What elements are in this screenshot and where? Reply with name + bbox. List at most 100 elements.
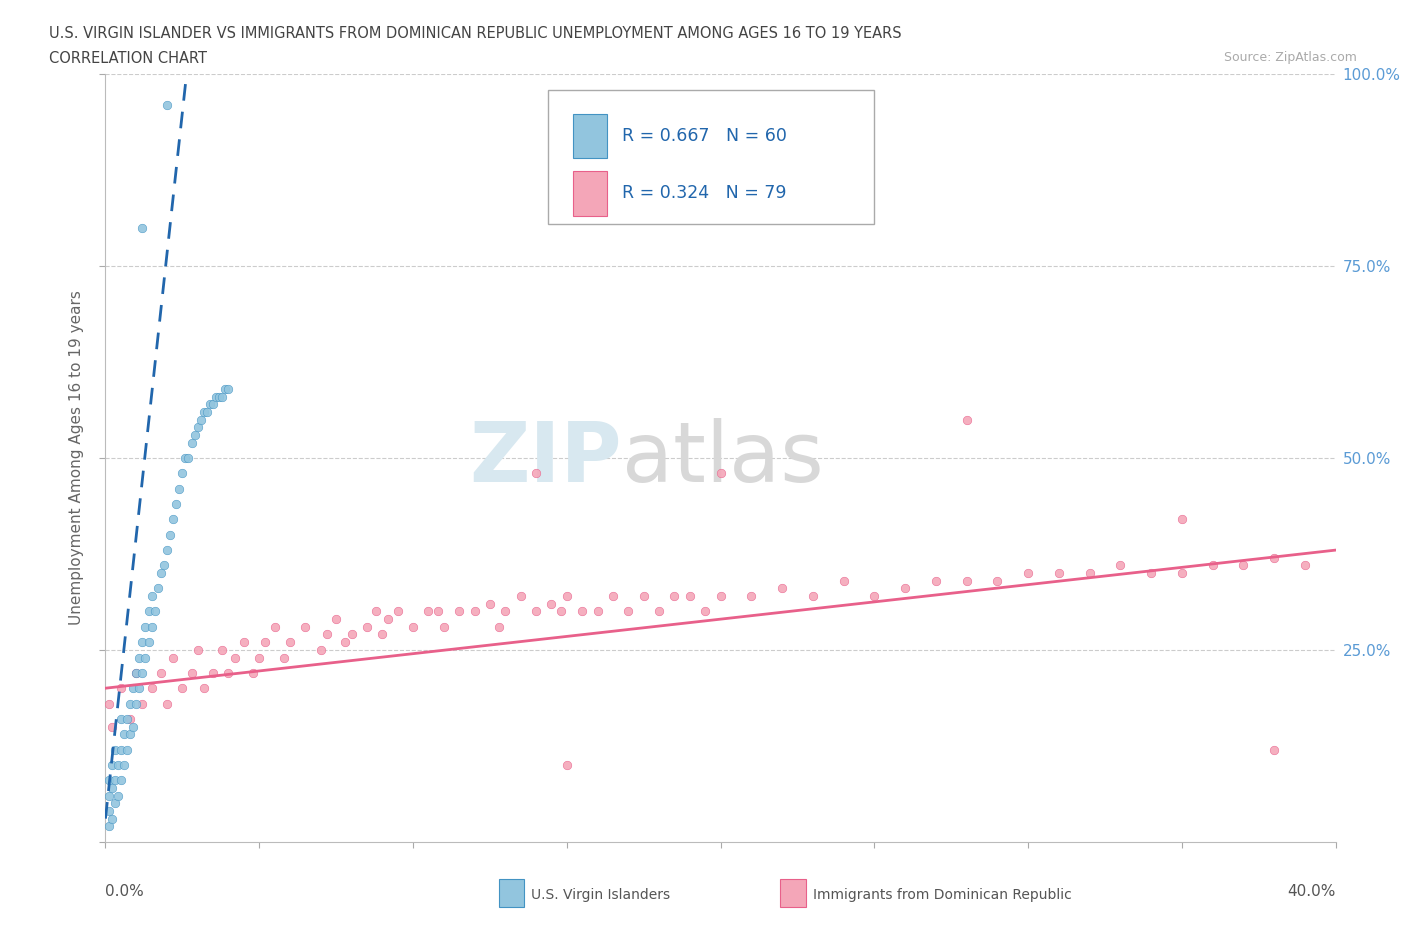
Point [664,589,686,604]
Point [141,681,163,696]
Point [193,681,215,696]
FancyBboxPatch shape [548,90,875,224]
Point [198,397,221,412]
Point [1171,565,1194,580]
Point [524,466,547,481]
Point [100,757,122,772]
Bar [574,171,607,216]
Text: U.S. Virgin Islanders: U.S. Virgin Islanders [531,887,671,902]
Point [366,604,388,619]
Point [371,627,394,642]
Point [418,604,440,619]
Point [143,604,166,619]
Point [1078,565,1101,580]
Point [710,589,733,604]
Point [128,650,150,665]
Point [242,666,264,681]
Point [187,643,209,658]
Text: Source: ZipAtlas.com: Source: ZipAtlas.com [1223,51,1357,64]
Point [97,789,120,804]
Text: U.S. VIRGIN ISLANDER VS IMMIGRANTS FROM DOMINICAN REPUBLIC UNEMPLOYMENT AMONG AG: U.S. VIRGIN ISLANDER VS IMMIGRANTS FROM … [49,26,901,41]
Point [550,604,572,619]
Text: R = 0.324   N = 79: R = 0.324 N = 79 [623,184,786,203]
Point [169,482,191,497]
Point [1171,512,1194,527]
Point [180,666,202,681]
Point [602,589,624,604]
Point [107,789,129,804]
Point [1263,742,1285,757]
Point [180,435,202,450]
Point [110,681,132,696]
Point [214,381,236,396]
Point [1017,565,1039,580]
Point [172,681,194,696]
Point [540,596,562,611]
Point [202,666,225,681]
Point [956,574,979,589]
Point [377,612,399,627]
Point [131,697,153,711]
Point [125,697,148,711]
Point [1109,558,1132,573]
Point [110,711,132,726]
Point [183,428,205,443]
Point [449,604,471,619]
Point [134,650,156,665]
Point [156,697,179,711]
Point [205,390,228,405]
Point [107,757,129,772]
Point [141,589,163,604]
Point [695,604,717,619]
Point [122,719,145,734]
Point [294,619,316,634]
Point [925,574,948,589]
Point [1294,558,1316,573]
Point [224,650,246,665]
Point [125,666,148,681]
Point [162,512,184,527]
Point [120,727,141,742]
Point [524,604,547,619]
Point [863,589,886,604]
Point [464,604,486,619]
Point [162,650,184,665]
Point [218,666,240,681]
Point [138,604,160,619]
Point [134,619,156,634]
Point [104,796,127,811]
Point [832,574,855,589]
Point [1047,565,1070,580]
Point [433,619,456,634]
Point [97,697,120,711]
Point [617,604,640,619]
Point [1232,558,1254,573]
Point [211,390,233,405]
Text: atlas: atlas [621,418,824,498]
Point [141,619,163,634]
Point [131,220,153,235]
Point [208,390,231,405]
Point [174,451,197,466]
Point [633,589,655,604]
Point [586,604,609,619]
Point [149,666,172,681]
Point [478,596,501,611]
Point [131,635,153,650]
Point [100,780,122,795]
Point [1201,558,1223,573]
Text: 40.0%: 40.0% [1288,884,1336,899]
Point [335,635,357,650]
Text: 0.0%: 0.0% [105,884,145,899]
Text: Immigrants from Dominican Republic: Immigrants from Dominican Republic [813,887,1071,902]
Y-axis label: Unemployment Among Ages 16 to 19 years: Unemployment Among Ages 16 to 19 years [69,290,84,626]
Point [986,574,1008,589]
Point [177,451,200,466]
Point [193,405,215,419]
Point [187,420,209,435]
Point [97,773,120,788]
Point [247,650,270,665]
Point [648,604,671,619]
Point [190,412,212,427]
Point [128,681,150,696]
